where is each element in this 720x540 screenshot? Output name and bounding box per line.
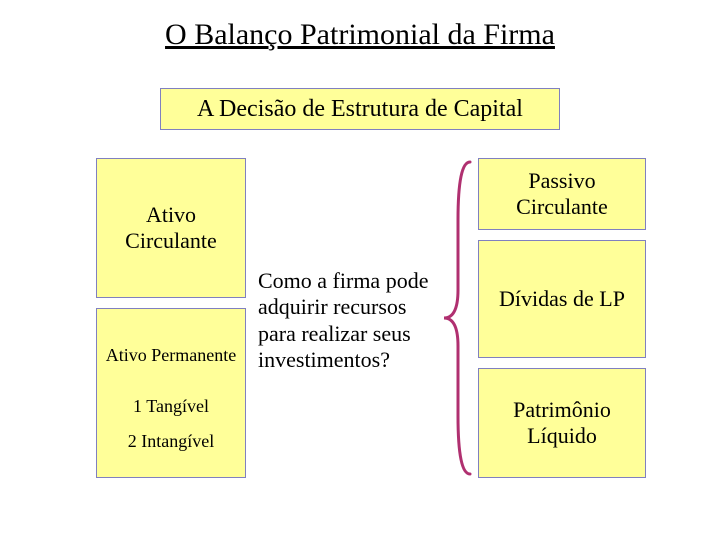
center-question: Como a firma pode adquirir recursos para… (258, 268, 438, 374)
page-title: O Balanço Patrimonial da Firma (165, 18, 555, 52)
box-ativo-permanente: Ativo Permanente 1 Tangível 2 Intangível (96, 308, 246, 478)
label-dividas-lp: Dívidas de LP (499, 286, 625, 312)
label-tangivel: 1 Tangível (133, 396, 209, 417)
subtitle-text: A Decisão de Estrutura de Capital (197, 96, 523, 123)
label-intangivel: 2 Intangível (128, 431, 214, 452)
box-patrimonio-liquido: Patrimônio Líquido (478, 368, 646, 478)
label-ativo-permanente: Ativo Permanente (106, 345, 236, 366)
label-passivo-circulante: Passivo Circulante (485, 168, 639, 220)
label-ativo-circulante: Ativo Circulante (103, 202, 239, 254)
box-dividas-lp: Dívidas de LP (478, 240, 646, 358)
brace-icon (440, 160, 480, 476)
subtitle-box: A Decisão de Estrutura de Capital (160, 88, 560, 130)
box-ativo-circulante: Ativo Circulante (96, 158, 246, 298)
box-passivo-circulante: Passivo Circulante (478, 158, 646, 230)
label-patrimonio-liquido: Patrimônio Líquido (485, 397, 639, 449)
